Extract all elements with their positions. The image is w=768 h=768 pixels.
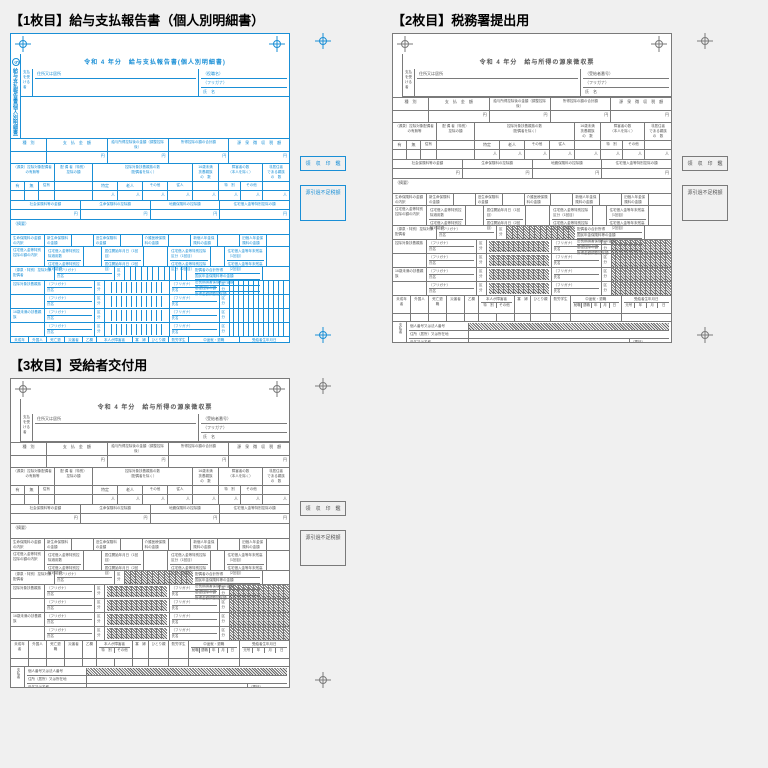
registration-mark-icon (269, 36, 285, 52)
form-title: 令和 4 年分 給与所得の源泉徴収票 (21, 399, 289, 414)
sheet1-form: 5給与支払報告書(個人別明細書)令和 4 年分 給与支払報告書(個人別明細書)支… (10, 33, 290, 343)
registration-mark-icon (315, 378, 331, 394)
side-receipt-stamp-box: 領 収 印 鑑 (300, 156, 345, 171)
sheet2-cell: 【2枚目】税務署提出用 令和 4 年分 給与所得の源泉徴収票支払を受ける者住所又… (392, 10, 758, 343)
sheet1-title: 【1枚目】給与支払報告書（個人別明細書） (10, 10, 376, 29)
sheet3-wrap: 令和 4 年分 給与所得の源泉徴収票支払を受ける者住所又は居所（受給者番号）（フ… (10, 378, 376, 688)
sheet3-side: 領 収 印 鑑源引過不足税額 (294, 378, 352, 688)
sheet2-title: 【2枚目】税務署提出用 (392, 10, 758, 29)
registration-mark-icon (651, 36, 667, 52)
sheet2-form: 令和 4 年分 給与所得の源泉徴収票支払を受ける者住所又は居所（受給者番号）（フ… (392, 33, 672, 343)
sheet2-side: 領 収 印 鑑源引過不足税額 (676, 33, 734, 343)
sheet3-title: 【3枚目】受給者交付用 (10, 355, 376, 374)
side-excess-tax-box: 源引過不足税額 (682, 185, 727, 221)
sheet3-form: 令和 4 年分 給与所得の源泉徴収票支払を受ける者住所又は居所（受給者番号）（フ… (10, 378, 290, 688)
side-receipt-stamp-box: 領 収 印 鑑 (682, 156, 727, 171)
registration-mark-icon (15, 381, 31, 397)
registration-mark-icon (15, 36, 31, 52)
sheet1-wrap: 5給与支払報告書(個人別明細書)令和 4 年分 給与支払報告書(個人別明細書)支… (10, 33, 376, 343)
sheet3-cell: 【3枚目】受給者交付用 令和 4 年分 給与所得の源泉徴収票支払を受ける者住所又… (10, 355, 376, 688)
registration-mark-icon (397, 36, 413, 52)
registration-mark-icon (315, 33, 331, 49)
form-title: 令和 4 年分 給与所得の源泉徴収票 (403, 54, 671, 69)
side-receipt-stamp-box: 領 収 印 鑑 (300, 501, 345, 516)
sheet2-wrap: 令和 4 年分 給与所得の源泉徴収票支払を受ける者住所又は居所（受給者番号）（フ… (392, 33, 758, 343)
registration-mark-icon (697, 327, 713, 343)
registration-mark-icon (269, 381, 285, 397)
registration-mark-icon (315, 327, 331, 343)
registration-mark-icon (315, 672, 331, 688)
side-excess-tax-box: 源引過不足税額 (300, 185, 345, 221)
form-title: 令和 4 年分 給与支払報告書(個人別明細書) (21, 54, 289, 69)
sheet1-side: 領 収 印 鑑源引過不足税額 (294, 33, 352, 343)
registration-mark-icon (697, 33, 713, 49)
layout-grid: 【1枚目】給与支払報告書（個人別明細書） 5給与支払報告書(個人別明細書)令和 … (10, 10, 758, 688)
sheet1-cell: 【1枚目】給与支払報告書（個人別明細書） 5給与支払報告書(個人別明細書)令和 … (10, 10, 376, 343)
side-excess-tax-box: 源引過不足税額 (300, 530, 345, 566)
